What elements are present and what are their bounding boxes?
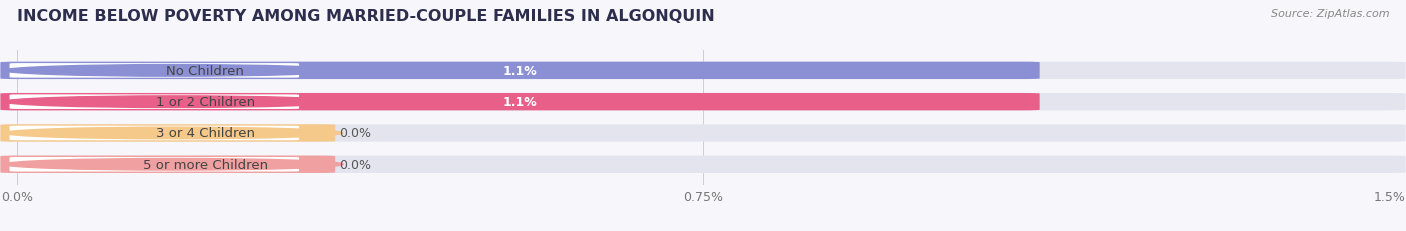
FancyBboxPatch shape [0,62,1406,80]
Text: 3 or 4 Children: 3 or 4 Children [156,127,254,140]
Text: INCOME BELOW POVERTY AMONG MARRIED-COUPLE FAMILIES IN ALGONQUIN: INCOME BELOW POVERTY AMONG MARRIED-COUPL… [17,9,714,24]
FancyBboxPatch shape [0,94,1039,111]
Text: Source: ZipAtlas.com: Source: ZipAtlas.com [1271,9,1389,19]
FancyBboxPatch shape [10,95,299,109]
Circle shape [4,65,343,77]
Text: 0.0%: 0.0% [339,127,371,140]
FancyBboxPatch shape [0,156,335,173]
Text: 1 or 2 Children: 1 or 2 Children [156,96,254,109]
FancyBboxPatch shape [10,64,299,78]
Text: No Children: No Children [166,65,245,78]
Circle shape [4,97,343,108]
FancyBboxPatch shape [0,156,1406,173]
Text: 1.1%: 1.1% [503,96,537,109]
FancyBboxPatch shape [10,126,299,141]
Text: 5 or more Children: 5 or more Children [143,158,267,171]
FancyBboxPatch shape [0,62,1039,80]
Text: 1.1%: 1.1% [503,65,537,78]
FancyBboxPatch shape [0,94,1406,111]
Text: 0.0%: 0.0% [339,158,371,171]
Circle shape [4,159,343,170]
FancyBboxPatch shape [0,125,335,142]
FancyBboxPatch shape [10,157,299,172]
FancyBboxPatch shape [0,125,1406,142]
Circle shape [4,128,343,139]
